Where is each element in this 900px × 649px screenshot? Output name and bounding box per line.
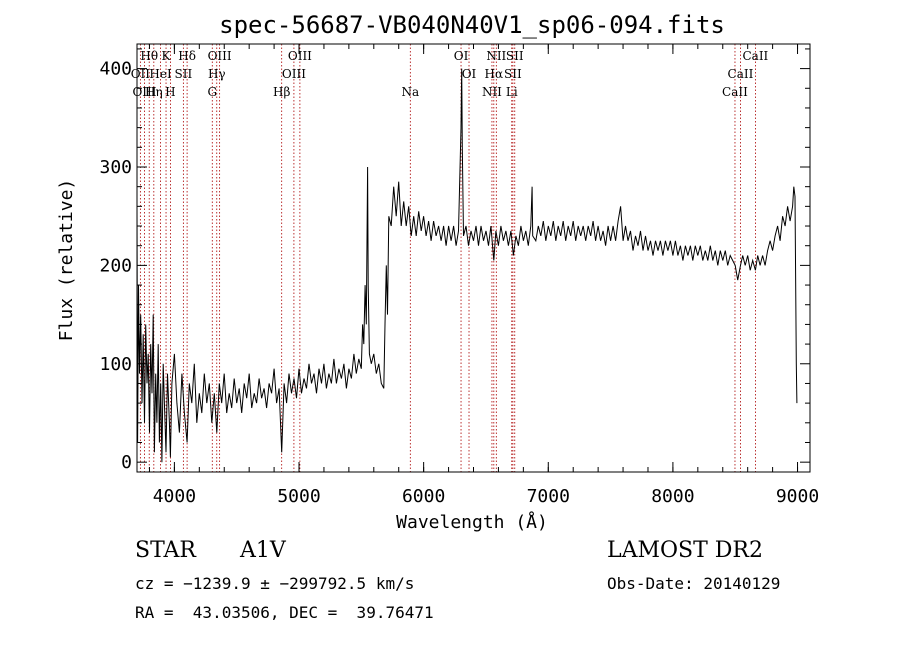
line-marker-label: OIII <box>282 67 306 81</box>
object-subclass: A1V <box>240 538 286 563</box>
y-axis-label: Flux (relative) <box>56 179 77 342</box>
line-marker-label: CaII <box>742 49 768 63</box>
object-class: STAR <box>135 538 196 563</box>
y-tick-label: 0 <box>121 452 132 473</box>
obs-date: Obs-Date: 20140129 <box>607 574 781 593</box>
plot-frame <box>136 43 811 473</box>
line-marker-label: CaII <box>722 85 748 99</box>
line-marker-label: CaII <box>728 67 754 81</box>
x-axis: 4000 5000 6000 7000 8000 9000 <box>148 44 819 507</box>
line-marker-label: Hη <box>145 85 163 99</box>
line-marker-label: Li <box>506 85 518 99</box>
line-marker-label: NII <box>486 49 506 63</box>
line-marker-label: G <box>207 85 217 99</box>
line-marker-label: OII <box>131 67 151 81</box>
line-marker-label: Hγ <box>208 67 226 81</box>
y-tick-label: 400 <box>99 59 132 80</box>
line-marker-labels: OIIOIIIHθHηHeIKHSIIHδGHγOIIIHβOIIIOIIINa… <box>131 49 769 99</box>
line-marker-label: HeI <box>149 67 172 81</box>
line-marker-label: OI <box>454 49 469 63</box>
x-tick-label: 8000 <box>651 486 694 507</box>
y-axis: 0 100 200 300 400 <box>99 48 810 473</box>
x-axis-label: Wavelength (Å) <box>396 511 548 533</box>
redshift-line: cz = −1239.9 ± −299792.5 km/s <box>135 574 415 593</box>
line-markers <box>139 44 756 472</box>
line-marker-label: Hβ <box>273 85 290 99</box>
x-tick-label: 9000 <box>776 486 819 507</box>
y-tick-label: 100 <box>99 354 132 375</box>
line-marker-label: Na <box>401 85 419 99</box>
line-marker-label: SII <box>175 67 193 81</box>
line-marker-label: Hα <box>485 67 504 81</box>
line-marker-label: OI <box>462 67 477 81</box>
x-tick-label: 4000 <box>153 486 196 507</box>
line-marker-label: SII <box>506 49 524 63</box>
line-marker-label: NII <box>482 85 502 99</box>
line-marker-label: OIII <box>288 49 312 63</box>
line-marker-label: H <box>165 85 175 99</box>
line-marker-label: Hθ <box>140 49 158 63</box>
x-tick-label: 6000 <box>402 486 445 507</box>
line-marker-label: Hδ <box>178 49 196 63</box>
spectrum-line <box>136 68 798 463</box>
line-marker-label: K <box>162 49 172 63</box>
coordinates: RA = 43.03506, DEC = 39.76471 <box>135 603 434 622</box>
y-tick-label: 300 <box>99 157 132 178</box>
x-tick-label: 5000 <box>277 486 320 507</box>
survey-label: LAMOST DR2 <box>607 538 763 563</box>
line-marker-label: OIII <box>208 49 232 63</box>
x-tick-label: 7000 <box>527 486 570 507</box>
y-tick-label: 200 <box>99 255 132 276</box>
chart-title: spec-56687-VB040N40V1_sp06-094.fits <box>219 11 725 39</box>
line-marker-label: SII <box>504 67 522 81</box>
